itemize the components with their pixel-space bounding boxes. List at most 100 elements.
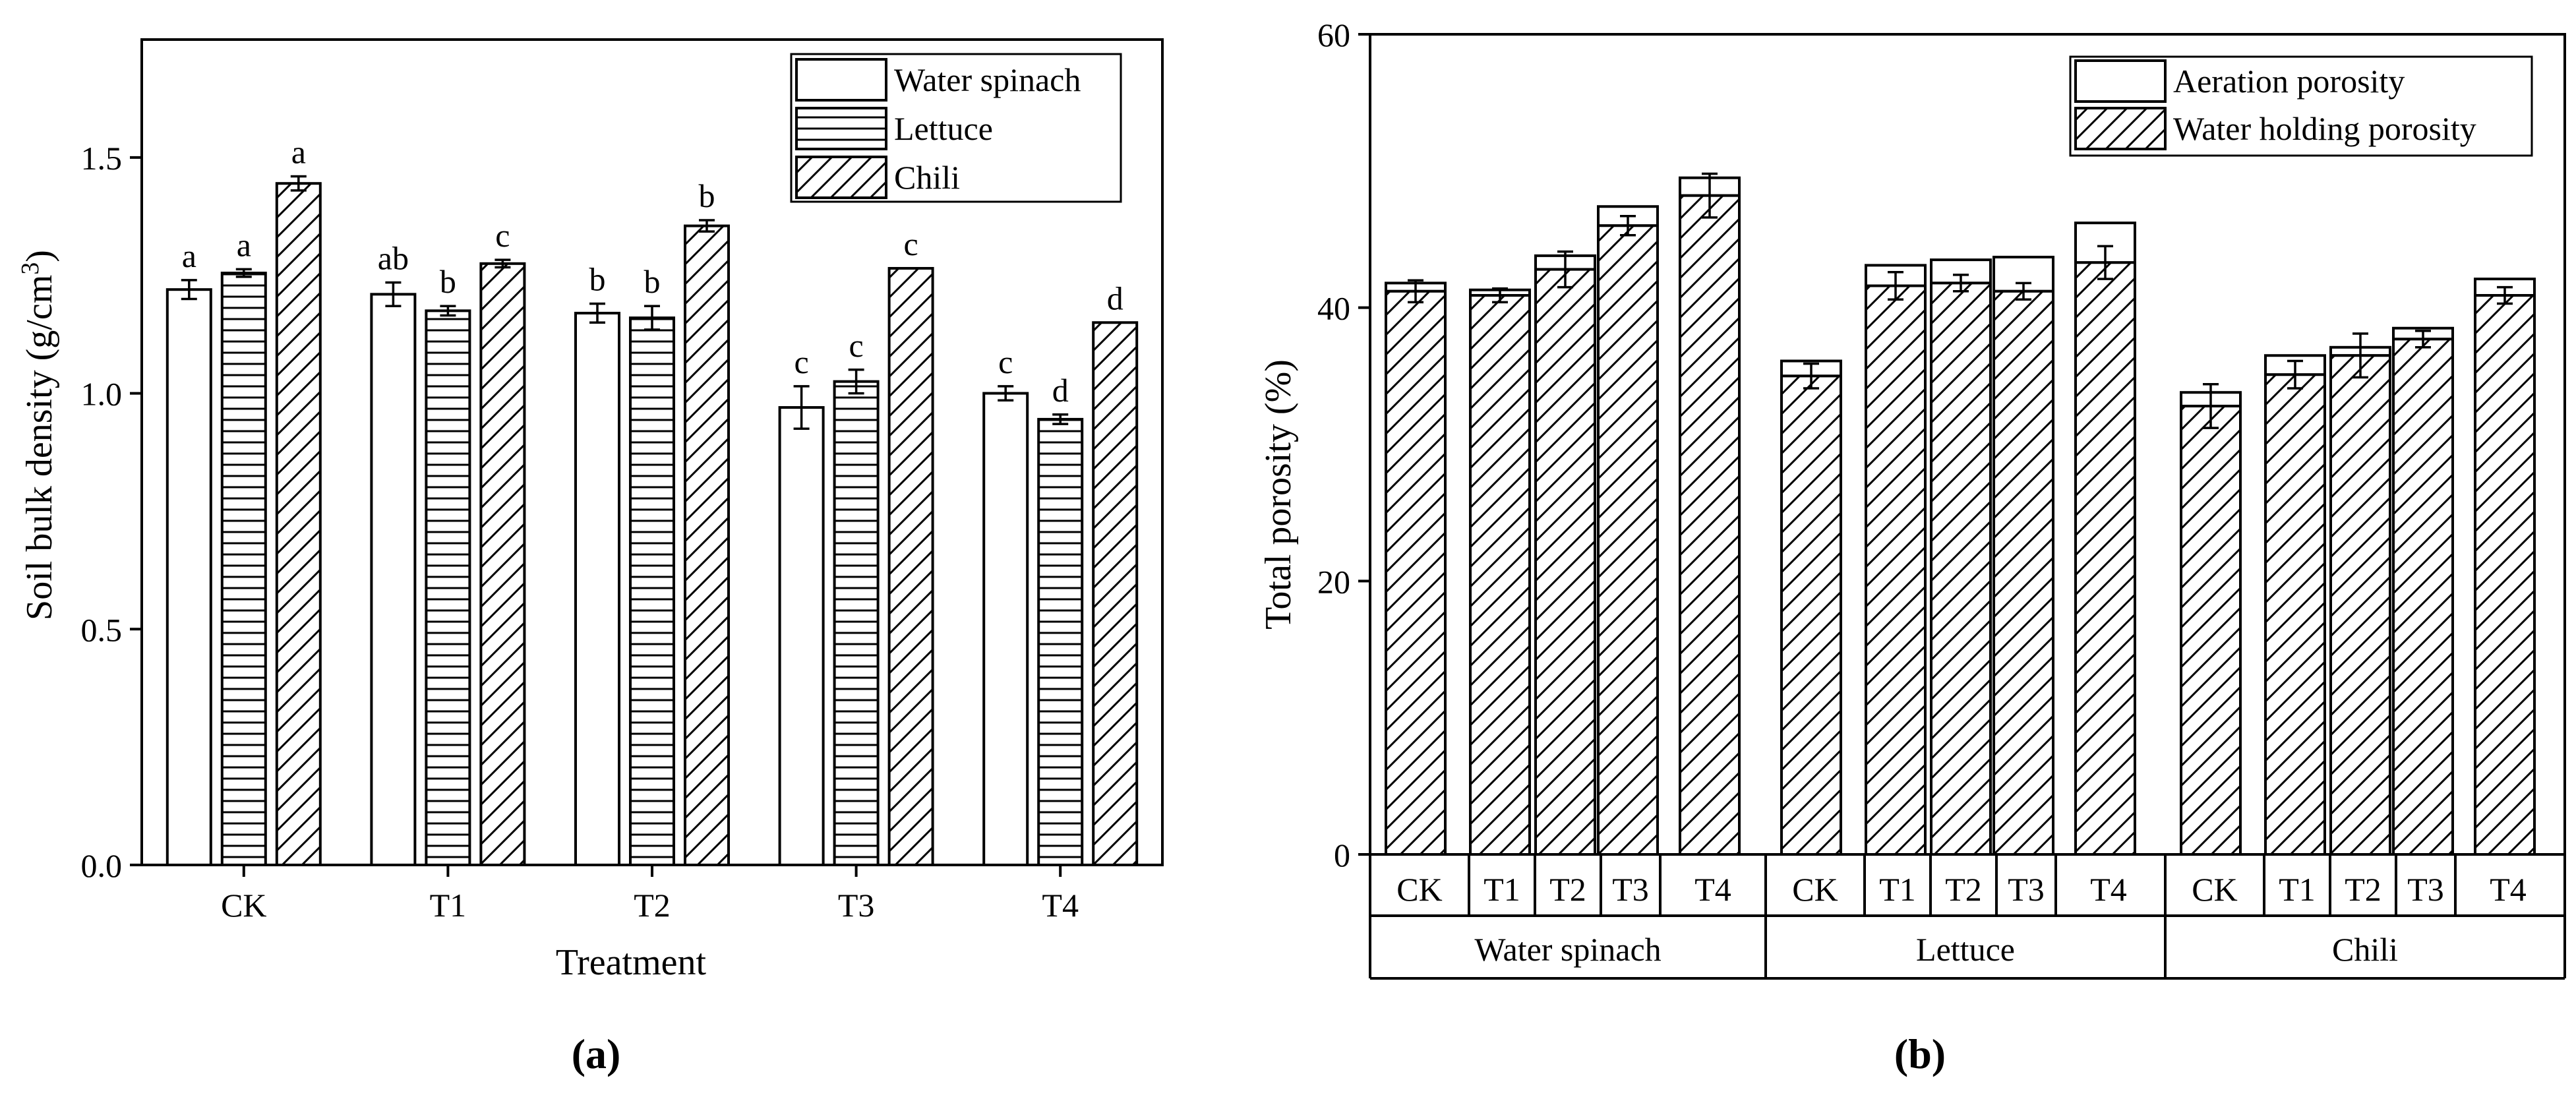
chart-b-error-bar (2203, 383, 2219, 429)
chart-a-x-tick-label: T4 (1042, 887, 1079, 924)
chart-b-error-bar (2097, 245, 2113, 280)
chart-a-significance-letter: c (495, 217, 510, 254)
chart-b-bar-water-holding (2074, 261, 2136, 856)
chart-a-bar (165, 288, 212, 867)
chart-a-error-bar (290, 175, 307, 192)
chart-b-y-axis-title: Total porosity (%) (1258, 359, 1299, 630)
chart-a-significance-letter: a (237, 226, 251, 263)
chart-b-bar-water-holding (1385, 289, 1447, 856)
chart-b-error-bar (2352, 332, 2368, 379)
chart-b-bar-water-holding (2474, 294, 2536, 856)
chart-b-error-bar (1620, 215, 1636, 237)
chart-b-error-bar (2016, 282, 2031, 301)
chart-b-bar-water-holding (1930, 282, 1992, 856)
chart-a-y-axis: 0.0 0.5 1.0 1.5 (81, 140, 142, 884)
chart-a-y-tick-label: 1.0 (81, 376, 123, 413)
chart-a-bar (574, 311, 620, 867)
chart-b-bar-water-holding (1992, 289, 2054, 856)
chart-b-bar-water-holding (2180, 404, 2242, 856)
chart-a-error-bar (494, 258, 511, 269)
chart-b-category-label: T2 (2345, 871, 2381, 908)
chart-a-error-bar (1052, 413, 1069, 425)
chart-b-bar-water-holding (2329, 354, 2391, 856)
chart-a-legend-label: Lettuce (894, 110, 993, 147)
chart-b-category-label: T4 (2090, 871, 2127, 908)
chart-a-x-tick-label: T3 (838, 887, 875, 924)
chart-a-significance-letter: c (903, 225, 918, 262)
chart-b-y-tick-label: 60 (1317, 16, 1350, 53)
chart-b-error-bar (2415, 330, 2431, 349)
chart-a-error-bar (998, 385, 1014, 402)
chart-a-significance-letter: a (182, 237, 196, 274)
chart-b-group-label: Water spinach (1474, 931, 1661, 968)
chart-b-category-label: T2 (1549, 871, 1586, 908)
chart-a-significance-letter: b (644, 263, 661, 300)
chart-a-legend-label: Water spinach (894, 61, 1081, 98)
chart-b-y-tick-label: 40 (1317, 290, 1350, 327)
chart-b-category-label: T3 (1612, 871, 1649, 908)
chart-a-significance-letter: c (998, 343, 1013, 380)
chart-a-bar (479, 262, 526, 867)
panel-label-b: (b) (1894, 1030, 1946, 1077)
chart-a-error-bar (181, 279, 197, 301)
chart-b-category-label: CK (1792, 871, 1838, 908)
panel-label-a: (a) (572, 1030, 621, 1077)
chart-b-legend-label: Aeration porosity (2173, 63, 2405, 100)
chart-a-bar (425, 309, 471, 867)
chart-a-significance-letter: b (699, 177, 715, 214)
chart-a-bar (275, 182, 322, 867)
chart-b-category-label: T4 (1694, 871, 1731, 908)
chart-a-bar (982, 392, 1029, 866)
chart-a-significance-letter: ab (378, 239, 409, 276)
chart-b-y-tick-label: 20 (1317, 563, 1350, 600)
chart-b-group-label: Chili (2332, 931, 2398, 968)
chart-a-significance-letter: c (794, 343, 808, 380)
chart-b-legend-label: Water holding porosity (2173, 110, 2476, 147)
chart-b-bars (1385, 172, 2536, 856)
chart-a-error-bar (440, 305, 456, 317)
chart-b-category-label: T4 (2490, 871, 2527, 908)
chart-b-category-label: T3 (2407, 871, 2444, 908)
chart-b-category-label: T1 (2279, 871, 2316, 908)
chart-a-significance-letter: c (849, 327, 863, 364)
chart-a-error-bar (793, 385, 810, 430)
chart-b-category-label: CK (1396, 871, 1442, 908)
chart-a-significance-letter: d (1107, 280, 1123, 316)
chart-a-significance-letter: b (589, 261, 606, 298)
chart-b-category-label: T1 (1879, 871, 1916, 908)
chart-b-bar-water-holding (1469, 294, 1531, 856)
chart-b-category-label: T2 (1945, 871, 1982, 908)
chart-b-y-axis: 0 20 40 60 (1317, 16, 1370, 874)
chart-a-error-bar (644, 305, 660, 331)
chart-b-bar-water-holding (1780, 374, 1842, 856)
chart-a-error-bar (589, 302, 605, 324)
chart-b-error-bar (1408, 279, 1423, 304)
chart-a-error-bar (385, 281, 402, 307)
chart-a-x-tick-label: T1 (430, 887, 467, 924)
chart-a-bar (629, 316, 675, 866)
chart-a-y-tick-label: 1.5 (81, 140, 123, 177)
chart-b-error-bar (2497, 285, 2513, 305)
chart-b-bar-water-holding (1597, 224, 1659, 856)
chart-b-bar-water-holding (2264, 373, 2326, 856)
chart-a-y-tick-label: 0.0 (81, 847, 123, 884)
chart-b-error-bar (1557, 250, 1573, 289)
chart-a-y-tick-label: 0.5 (81, 611, 123, 648)
chart-a-legend: Water spinach Lettuce Chili (790, 53, 1122, 203)
chart-b-error-bar (1803, 362, 1819, 390)
chart-a-x-tick-label: CK (221, 887, 266, 924)
chart-b-group-label: Lettuce (1916, 931, 2015, 968)
chart-b-error-bar (1888, 271, 1903, 301)
chart-a-legend-label: Chili (894, 159, 960, 196)
chart-a-x-axis-title: Treatment (556, 942, 707, 983)
chart-a-bar (833, 380, 880, 866)
chart-a-bar (887, 266, 934, 866)
chart-a-y-axis-title: Soil bulk density (g/cm3) (16, 250, 60, 620)
chart-b-error-bar (2287, 359, 2303, 390)
chart-b-bar-water-holding (1865, 284, 1927, 856)
chart-b-error-bar (1702, 172, 1718, 219)
chart-a-bar (220, 272, 267, 866)
